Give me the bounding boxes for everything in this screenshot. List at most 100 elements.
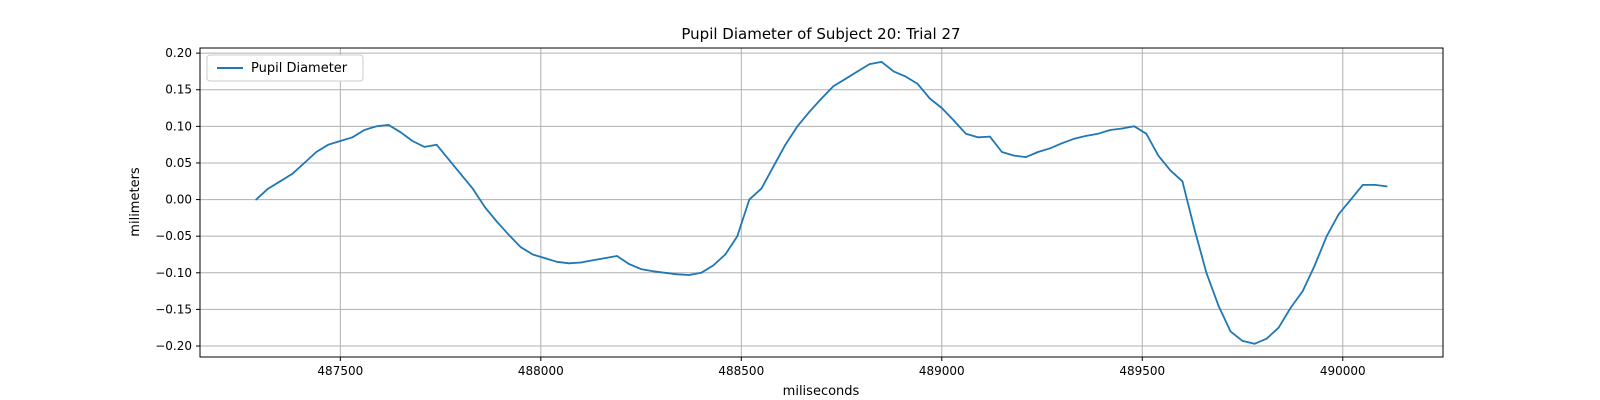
data-point — [1157, 154, 1160, 157]
data-point — [724, 253, 727, 256]
data-point — [327, 143, 330, 146]
data-point — [628, 263, 630, 265]
data-point — [544, 257, 546, 259]
data-point — [1181, 180, 1184, 183]
legend-label: Pupil Diameter — [251, 61, 348, 76]
data-point — [700, 271, 703, 274]
data-point — [1061, 142, 1063, 144]
data-point — [880, 61, 883, 63]
tick-layer: 487500 488000 488500 489000 489500 490000 0.20… — [155, 46, 1365, 378]
data-point — [507, 233, 510, 236]
data-point — [640, 268, 642, 270]
data-point — [1362, 184, 1364, 186]
chart-title: Pupil Diameter of Subject 20: Trial 27 — [681, 25, 960, 43]
data-point — [616, 255, 618, 257]
data-point — [916, 83, 919, 85]
data-point — [796, 125, 799, 128]
data-point — [712, 264, 715, 267]
data-point — [568, 262, 570, 265]
data-point — [892, 70, 895, 73]
data-point — [519, 246, 522, 248]
data-point — [580, 261, 582, 264]
x-tick-label: 489500 — [1119, 364, 1165, 378]
data-point — [279, 180, 281, 183]
legend-box — [206, 54, 364, 82]
data-point — [1049, 147, 1051, 150]
data-point — [1025, 156, 1027, 158]
data-point — [1229, 330, 1232, 333]
data-point — [592, 259, 594, 262]
data-point — [1037, 151, 1039, 153]
data-point — [940, 107, 943, 109]
data-point — [784, 143, 787, 146]
data-point — [1374, 184, 1376, 186]
data-point — [339, 140, 342, 142]
data-point — [820, 97, 823, 100]
y-tick-label: 0.15 — [165, 83, 192, 97]
data-point — [1073, 137, 1075, 140]
data-point — [1109, 129, 1111, 131]
data-point — [532, 253, 534, 256]
data-point — [267, 187, 269, 190]
y-tick-label: −0.10 — [155, 266, 192, 280]
plot-background — [200, 48, 1443, 357]
data-point — [1289, 307, 1292, 309]
data-point — [1013, 154, 1015, 157]
y-tick-label: −0.05 — [155, 229, 192, 243]
plot-frame — [199, 47, 1444, 358]
data-point — [652, 270, 654, 273]
data-point — [423, 146, 426, 148]
data-point — [1349, 198, 1352, 201]
y-tick-label: 0.05 — [165, 156, 192, 170]
data-point — [1277, 326, 1280, 329]
data-point — [1121, 127, 1124, 130]
data-point — [868, 63, 871, 65]
data-point — [471, 187, 474, 190]
data-point — [399, 131, 402, 134]
data-point — [772, 165, 775, 168]
data-point — [447, 158, 450, 161]
data-point — [1386, 185, 1388, 188]
x-tick-label: 488000 — [518, 364, 564, 378]
y-axis-title: milimeters — [128, 167, 143, 237]
legend: Pupil Diameter — [206, 54, 364, 82]
data-point — [1001, 151, 1003, 153]
data-point — [977, 136, 979, 139]
data-point — [664, 271, 666, 274]
series-layer — [255, 61, 1388, 345]
data-point — [1265, 337, 1268, 340]
data-point — [556, 261, 558, 263]
data-point — [291, 173, 294, 175]
data-point — [1133, 125, 1136, 128]
data-point — [303, 162, 306, 164]
y-tick-label: 0.00 — [165, 193, 192, 207]
data-point — [255, 198, 257, 201]
data-point — [688, 274, 690, 276]
data-point — [748, 198, 751, 201]
grid-layer — [200, 48, 1443, 357]
data-point — [1325, 235, 1328, 237]
data-point — [904, 75, 907, 78]
data-point — [1301, 290, 1304, 292]
data-point — [808, 110, 811, 113]
x-tick-label: 488500 — [718, 364, 764, 378]
data-point — [1097, 132, 1099, 135]
y-tick-label: 0.20 — [165, 46, 192, 60]
data-point — [1193, 228, 1196, 230]
data-point — [351, 136, 354, 139]
data-point — [832, 85, 835, 87]
x-tick-label: 487500 — [317, 364, 363, 378]
data-point — [495, 220, 498, 223]
data-point — [989, 135, 991, 138]
data-point — [676, 273, 678, 276]
data-point — [760, 187, 763, 190]
data-point — [856, 70, 859, 73]
data-point — [435, 143, 438, 146]
data-point — [363, 129, 366, 131]
data-point — [953, 119, 955, 122]
y-tick-label: −0.20 — [155, 339, 192, 353]
data-point — [1205, 271, 1208, 274]
data-point — [1241, 340, 1244, 342]
